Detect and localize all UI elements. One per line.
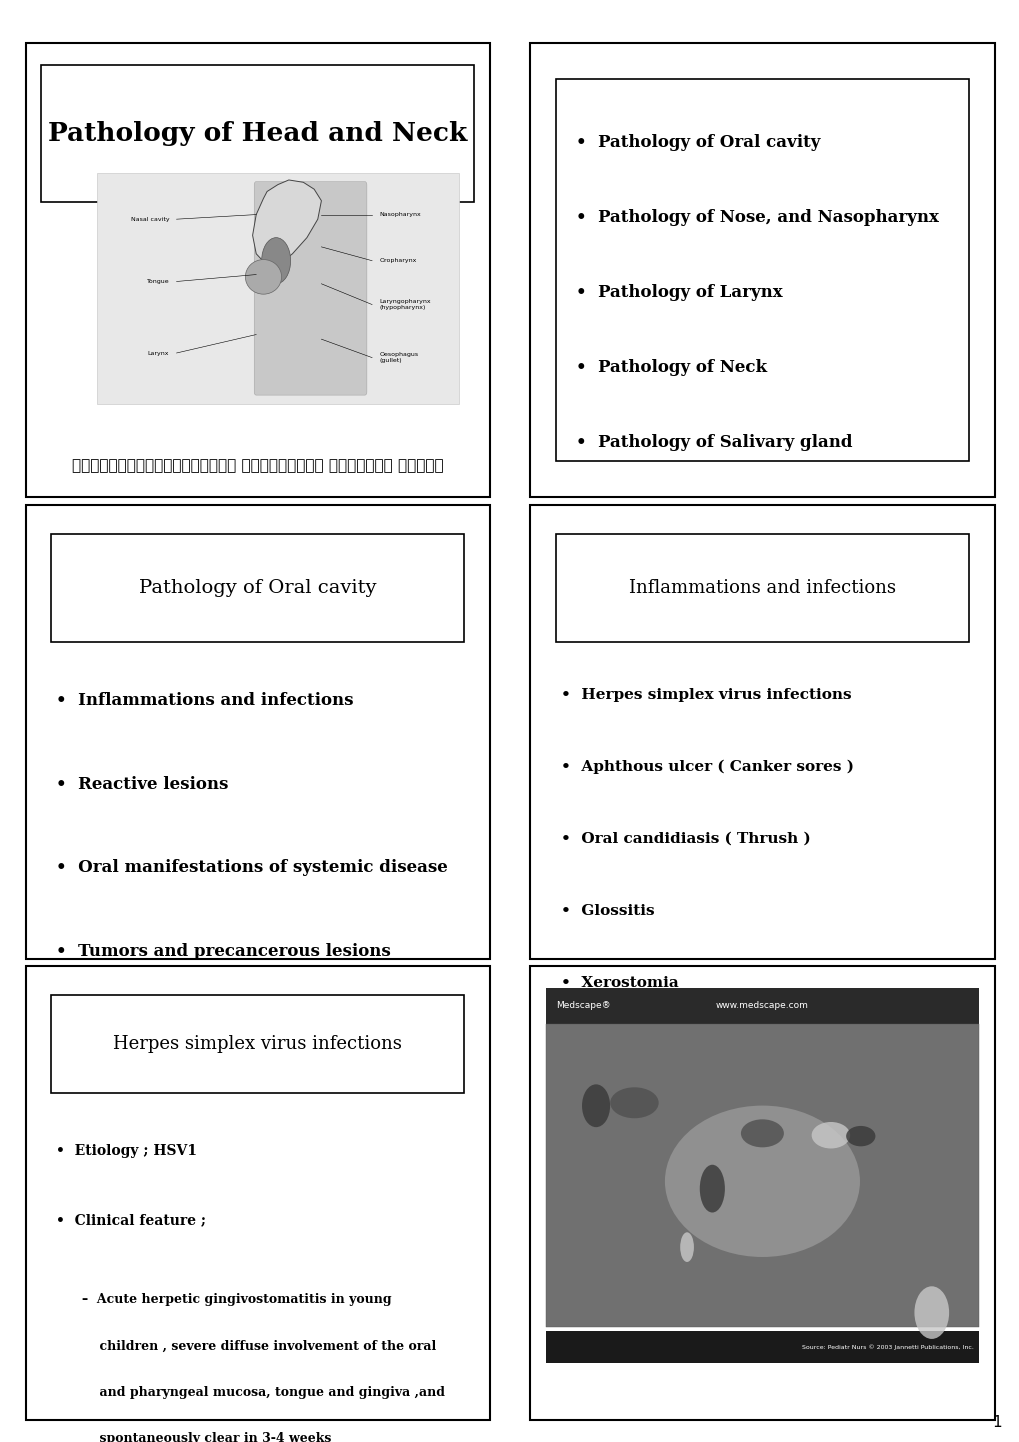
Text: •  Glossitis: • Glossitis: [560, 904, 654, 919]
Text: •  Xerostomia: • Xerostomia: [560, 976, 678, 991]
Text: •  Herpes simplex virus infections: • Herpes simplex virus infections: [560, 688, 851, 702]
Text: Oesophagus
(gullet): Oesophagus (gullet): [379, 352, 418, 363]
FancyBboxPatch shape: [545, 1331, 978, 1363]
Ellipse shape: [740, 1119, 784, 1148]
Text: Laryngopharynx
(hypopharynx): Laryngopharynx (hypopharynx): [379, 298, 431, 310]
Ellipse shape: [846, 1126, 874, 1146]
Text: •  Pathology of Nose, and Nasopharynx: • Pathology of Nose, and Nasopharynx: [576, 209, 938, 226]
FancyBboxPatch shape: [41, 65, 474, 202]
FancyBboxPatch shape: [530, 505, 994, 959]
Text: •  Etiology ; HSV1: • Etiology ; HSV1: [56, 1144, 197, 1158]
Text: –  Acute herpetic gingivostomatitis in young: – Acute herpetic gingivostomatitis in yo…: [82, 1293, 391, 1306]
FancyBboxPatch shape: [545, 988, 978, 1024]
Text: Nasal cavity: Nasal cavity: [130, 216, 169, 222]
FancyBboxPatch shape: [254, 182, 367, 395]
Text: children , severe diffuse involvement of the oral: children , severe diffuse involvement of…: [82, 1340, 435, 1353]
Ellipse shape: [811, 1122, 849, 1148]
Text: 1: 1: [991, 1416, 1001, 1430]
Text: •  Tumors and precancerous lesions: • Tumors and precancerous lesions: [56, 943, 390, 960]
Ellipse shape: [914, 1286, 949, 1340]
FancyBboxPatch shape: [25, 43, 489, 497]
Ellipse shape: [664, 1106, 859, 1257]
FancyBboxPatch shape: [97, 173, 459, 404]
Ellipse shape: [262, 238, 290, 284]
Text: Source: Pediatr Nurs © 2003 Jannetti Publications, Inc.: Source: Pediatr Nurs © 2003 Jannetti Pub…: [801, 1344, 973, 1350]
FancyBboxPatch shape: [51, 534, 464, 642]
Text: Oropharynx: Oropharynx: [379, 258, 417, 264]
Text: Pathology of Oral cavity: Pathology of Oral cavity: [139, 578, 376, 597]
Ellipse shape: [246, 260, 281, 294]
Text: •  Inflammations and infections: • Inflammations and infections: [56, 692, 354, 709]
FancyBboxPatch shape: [530, 966, 994, 1420]
Text: Tongue: Tongue: [147, 278, 169, 284]
Text: •  Pathology of Salivary gland: • Pathology of Salivary gland: [576, 434, 852, 451]
Text: spontaneously clear in 3-4 weeks: spontaneously clear in 3-4 weeks: [82, 1432, 330, 1442]
Text: www.medscape.com: www.medscape.com: [715, 1001, 808, 1011]
Text: ผู้ช่วยศาสตราจารย์ แพทย์หญิง จุลินทร สำราญ: ผู้ช่วยศาสตราจารย์ แพทย์หญิง จุลินทร สำร…: [71, 459, 443, 473]
Text: •  Pathology of Oral cavity: • Pathology of Oral cavity: [576, 134, 820, 151]
Text: Medscape®: Medscape®: [555, 1001, 610, 1011]
Text: •  Pathology of Larynx: • Pathology of Larynx: [576, 284, 783, 301]
Text: •  Oral manifestations of systemic disease: • Oral manifestations of systemic diseas…: [56, 859, 447, 877]
Text: Pathology of Head and Neck: Pathology of Head and Neck: [48, 121, 467, 146]
FancyBboxPatch shape: [530, 43, 994, 497]
FancyBboxPatch shape: [555, 534, 968, 642]
Text: •  Pathology of Neck: • Pathology of Neck: [576, 359, 766, 376]
Text: Larynx: Larynx: [148, 350, 169, 356]
Text: Herpes simplex virus infections: Herpes simplex virus infections: [113, 1035, 401, 1053]
Text: •  Oral candidiasis ( Thrush ): • Oral candidiasis ( Thrush ): [560, 832, 810, 846]
FancyBboxPatch shape: [555, 79, 968, 461]
Text: Inflammations and infections: Inflammations and infections: [629, 578, 895, 597]
FancyBboxPatch shape: [545, 1024, 978, 1327]
FancyBboxPatch shape: [51, 995, 464, 1093]
Ellipse shape: [609, 1087, 658, 1118]
Ellipse shape: [582, 1084, 609, 1128]
Text: •  Reactive lesions: • Reactive lesions: [56, 776, 228, 793]
Ellipse shape: [680, 1233, 693, 1262]
Ellipse shape: [699, 1165, 725, 1213]
Text: Nasopharynx: Nasopharynx: [379, 212, 421, 218]
Text: •  Clinical feature ;: • Clinical feature ;: [56, 1213, 206, 1227]
Text: •  Aphthous ulcer ( Canker sores ): • Aphthous ulcer ( Canker sores ): [560, 760, 853, 774]
Text: and pharyngeal mucosa, tongue and gingiva ,and: and pharyngeal mucosa, tongue and gingiv…: [82, 1386, 444, 1399]
FancyBboxPatch shape: [25, 966, 489, 1420]
FancyBboxPatch shape: [25, 505, 489, 959]
Polygon shape: [253, 180, 321, 265]
